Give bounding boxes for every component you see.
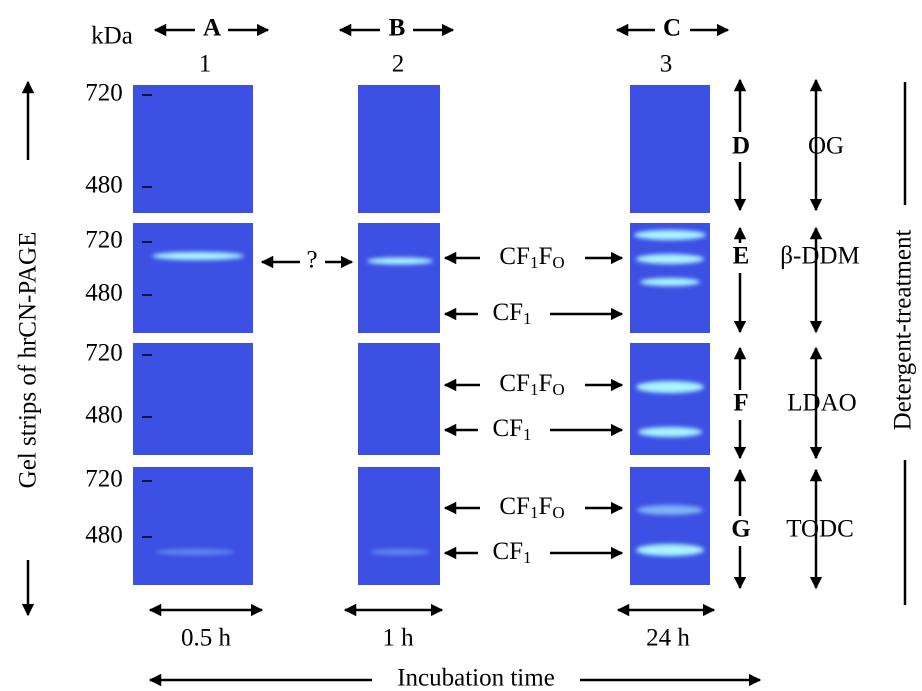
gel-strip: [133, 343, 253, 455]
gel-strip: [358, 467, 440, 585]
marker-label: 480: [85, 522, 123, 549]
band: [636, 254, 704, 264]
unit-label: kDa: [91, 23, 133, 50]
row-letter: G: [731, 516, 750, 543]
bottom-axis-label: Incubation time: [397, 665, 555, 691]
label-part: O: [552, 503, 564, 522]
label-part: CF: [492, 299, 523, 326]
gel-strip: [133, 85, 253, 213]
label-part: CF: [499, 370, 530, 397]
band-label: CF1: [492, 538, 531, 567]
label-part: 1: [523, 548, 532, 567]
marker-label: 720: [85, 80, 123, 107]
label-part: O: [552, 380, 564, 399]
gel-strip: [630, 467, 710, 585]
band: [370, 549, 430, 555]
time-label: 0.5 h: [181, 625, 232, 652]
band: [636, 544, 704, 556]
lane-number: 3: [660, 51, 673, 78]
gel-strip: [358, 85, 440, 213]
band: [638, 427, 702, 437]
gels: [133, 85, 710, 585]
marker-label: 720: [85, 340, 123, 367]
label-part: F: [538, 243, 552, 270]
band: [636, 381, 704, 393]
gel-strip: [630, 343, 710, 455]
gel-strip: [358, 223, 440, 333]
time-label: 24 h: [646, 625, 690, 652]
column-letter: B: [389, 15, 406, 42]
marker-label: 720: [85, 227, 123, 254]
row-letter: E: [733, 243, 750, 270]
marker-label: 480: [85, 402, 123, 429]
gel-strip: [358, 343, 440, 455]
label-part: CF: [499, 243, 530, 270]
detergent: TODC: [786, 516, 854, 543]
gel-strip: [630, 85, 710, 213]
time-axis: 0.5 h 1 h 24 h Incubation time: [150, 610, 760, 691]
label-part: CF: [499, 493, 530, 520]
label-part: F: [538, 493, 552, 520]
column-letter: C: [663, 15, 681, 42]
band: [634, 230, 706, 240]
band-label: CF1: [492, 415, 531, 444]
lane-number: 1: [199, 51, 212, 78]
row-labels: D OG E β-DDM F LDAO G TODC: [728, 80, 860, 588]
right-axis-label: Detergent-treatment: [890, 230, 917, 431]
column-headers: A B C 1 2 3: [155, 15, 728, 78]
detergent: OG: [808, 133, 844, 160]
band: [152, 252, 244, 260]
band-label: CF1FO: [499, 370, 564, 399]
label-part: 1: [530, 503, 539, 522]
band: [640, 278, 700, 286]
band: [155, 549, 235, 555]
figure: kDa A B C 1 2 3 720 480 720 480 720 480 …: [0, 0, 922, 691]
gel-strip: [133, 467, 253, 585]
marker-label: 720: [85, 466, 123, 493]
label-part: O: [552, 253, 564, 272]
gel-strip: [133, 223, 253, 333]
left-axis-label: Gel strips of hrCN-PAGE: [15, 232, 42, 489]
unknown-label: ?: [306, 247, 317, 274]
lane-number: 2: [392, 51, 405, 78]
label-part: 1: [530, 380, 539, 399]
detergent: LDAO: [787, 390, 856, 417]
row-letter: F: [733, 390, 748, 417]
band-label: CF1FO: [499, 243, 564, 272]
label-part: F: [538, 370, 552, 397]
band-label: CF1: [492, 299, 531, 328]
row-letter: D: [732, 133, 750, 160]
time-label: 1 h: [382, 625, 414, 652]
band: [637, 505, 703, 515]
label-part: CF: [492, 415, 523, 442]
label-part: 1: [523, 309, 532, 328]
marker-label: 480: [85, 280, 123, 307]
band: [367, 258, 433, 265]
band-label: CF1FO: [499, 493, 564, 522]
label-part: 1: [530, 253, 539, 272]
detergent: β-DDM: [780, 243, 859, 270]
label-part: CF: [492, 538, 523, 565]
marker-label: 480: [85, 172, 123, 199]
column-letter: A: [203, 15, 221, 42]
band-annotations: ? CF1FO CF1 CF1FO CF1 CF1FO CF1: [262, 243, 622, 567]
label-part: 1: [523, 425, 532, 444]
